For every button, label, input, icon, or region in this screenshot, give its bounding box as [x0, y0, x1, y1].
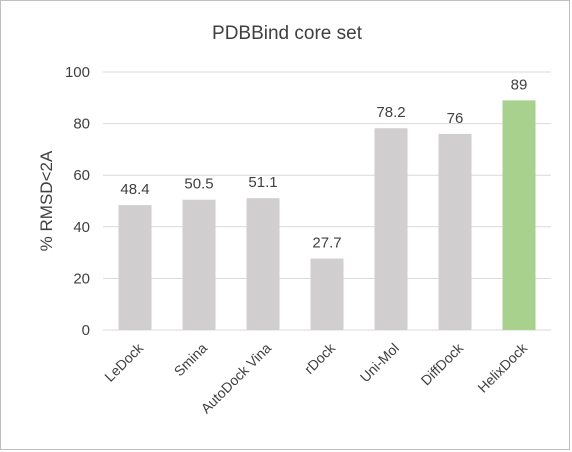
- bars: [118, 100, 536, 330]
- data-label: 89: [511, 76, 528, 93]
- y-axis-title: % RMSD<2A: [37, 150, 56, 251]
- data-label: 51.1: [248, 174, 277, 191]
- bar-smina: [182, 199, 216, 330]
- data-label: 50.5: [184, 176, 213, 193]
- data-label: 48.4: [120, 181, 149, 198]
- category-label: Uni-Mol: [357, 340, 402, 385]
- bar-diffdock: [438, 133, 472, 330]
- gridlines: [103, 71, 551, 331]
- bar-autodock-vina: [246, 198, 280, 330]
- category-label: Smina: [171, 340, 211, 380]
- data-label: 76: [447, 110, 464, 127]
- category-label: LeDock: [101, 339, 147, 385]
- bar-uni-mol: [374, 128, 408, 330]
- bar-helixdock: [502, 100, 536, 330]
- chart-title: PDBBind core set: [212, 23, 363, 44]
- bar-ledock: [118, 205, 152, 330]
- y-tick-label: 100: [65, 64, 90, 81]
- y-tick-label: 20: [73, 270, 90, 287]
- data-label: 27.7: [312, 235, 341, 252]
- category-label: rDock: [301, 339, 339, 377]
- y-tick-label: 60: [73, 167, 90, 184]
- y-tick-label: 80: [73, 116, 90, 133]
- bar-rdock: [310, 258, 344, 330]
- y-axis-ticks: 0 20 40 60 80 100: [65, 64, 90, 339]
- category-label: DiffDock: [418, 339, 467, 388]
- data-label: 78.2: [376, 104, 405, 121]
- y-tick-label: 0: [82, 322, 90, 339]
- y-tick-label: 40: [73, 219, 90, 236]
- category-label: HelixDock: [474, 339, 531, 396]
- data-labels: 48.4 50.5 51.1 27.7 78.2 76 89: [120, 76, 527, 251]
